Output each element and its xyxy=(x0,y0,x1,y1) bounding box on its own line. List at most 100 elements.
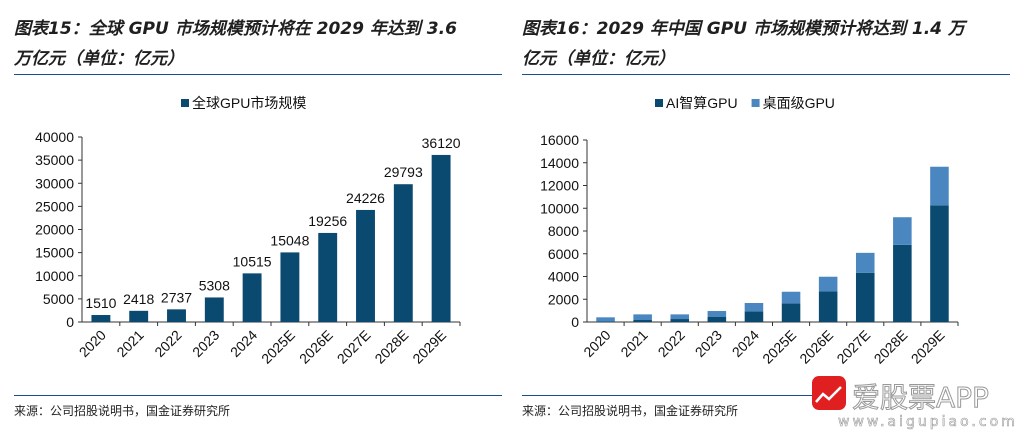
bar-desktop xyxy=(781,291,801,304)
left-source: 来源：公司招股说明书，国金证券研究所 xyxy=(14,404,231,418)
y-tick-label: 8000 xyxy=(548,223,579,239)
bar-desktop xyxy=(670,314,690,320)
data-label: 1510 xyxy=(85,295,116,311)
bar-main xyxy=(91,315,111,322)
bar-main xyxy=(930,205,949,322)
right-title-line1: 图表16：2029 年中国 GPU 市场规模预计将达到 1.4 万 xyxy=(522,19,965,39)
y-tick-label: 0 xyxy=(66,314,74,330)
y-tick-label: 14000 xyxy=(540,155,579,171)
watermark-brand: 爱股票APP xyxy=(852,381,990,415)
x-tick-label: 2024 xyxy=(227,327,260,360)
bar-main xyxy=(431,154,451,322)
x-tick-label: 2023 xyxy=(189,327,222,360)
bar-main xyxy=(744,311,764,322)
x-tick-label: 2028E xyxy=(871,327,911,367)
x-tick-label: 2025E xyxy=(258,327,298,367)
y-tick-label: 6000 xyxy=(548,246,579,262)
y-tick-label: 10000 xyxy=(35,268,74,284)
x-tick-label: 2020 xyxy=(76,327,109,360)
y-tick-label: 30000 xyxy=(35,175,74,191)
y-tick-label: 20000 xyxy=(35,222,74,238)
legend-swatch xyxy=(181,99,189,107)
bar-main xyxy=(356,209,375,322)
y-tick-label: 2000 xyxy=(548,291,579,307)
legend-swatch xyxy=(655,99,663,107)
y-tick-label: 12000 xyxy=(540,178,579,194)
bar-main xyxy=(280,252,300,322)
left-title-line2: 万亿元（单位：亿元） xyxy=(14,49,184,69)
left-footer-rule xyxy=(14,395,502,396)
x-tick-label: 2029E xyxy=(409,327,449,367)
bar-main xyxy=(707,316,727,322)
y-tick-label: 5000 xyxy=(43,291,74,307)
legend-label: AI智算GPU xyxy=(666,95,738,111)
bar-main xyxy=(242,273,262,322)
right-title-rule xyxy=(522,74,1010,75)
data-label: 15048 xyxy=(270,232,309,248)
bar-main xyxy=(596,321,615,322)
x-tick-label: 2026E xyxy=(296,327,336,367)
data-label: 2737 xyxy=(161,289,192,305)
right-footer-rule xyxy=(522,395,812,396)
bar-desktop xyxy=(818,276,838,292)
x-tick-label: 2022 xyxy=(151,327,184,360)
bar-main xyxy=(670,319,690,322)
right-title-line2: 亿元（单位：亿元） xyxy=(522,49,675,69)
bar-desktop xyxy=(707,311,727,317)
x-tick-label: 2021 xyxy=(113,327,146,360)
bar-main xyxy=(818,291,838,322)
bar-desktop xyxy=(893,217,912,245)
right-chart-title: 图表16：2029 年中国 GPU 市场规模预计将达到 1.4 万 亿元（单位：… xyxy=(522,14,1002,74)
left-chart-title: 图表15：全球 GPU 市场规模预计将在 2029 年达到 3.6 万亿元（单位… xyxy=(14,14,494,74)
bar-main xyxy=(893,244,912,322)
y-tick-label: 15000 xyxy=(35,245,74,261)
bar-main xyxy=(318,232,338,322)
x-tick-label: 2027E xyxy=(833,327,873,367)
x-tick-label: 2029E xyxy=(908,327,948,367)
x-tick-label: 2025E xyxy=(759,327,799,367)
data-label: 36120 xyxy=(422,135,461,151)
watermark-url: www.aigupiao.com xyxy=(838,414,1018,431)
left-title-rule xyxy=(14,74,502,75)
x-tick-label: 2027E xyxy=(334,327,374,367)
data-label: 24226 xyxy=(346,190,385,206)
data-label: 10515 xyxy=(233,253,272,269)
left-title-line1: 图表15：全球 GPU 市场规模预计将在 2029 年达到 3.6 xyxy=(14,19,457,39)
watermark-logo-icon xyxy=(812,376,846,410)
bar-desktop xyxy=(855,252,875,273)
x-tick-label: 2020 xyxy=(580,327,613,360)
data-label: 5308 xyxy=(199,277,230,293)
y-tick-label: 35000 xyxy=(35,152,74,168)
bar-main xyxy=(393,184,413,322)
bar-main xyxy=(781,303,801,322)
y-tick-label: 4000 xyxy=(548,269,579,285)
bar-main xyxy=(633,320,652,322)
x-tick-label: 2022 xyxy=(655,327,688,360)
x-tick-label: 2023 xyxy=(692,327,725,360)
bar-desktop xyxy=(596,317,615,322)
x-tick-label: 2028E xyxy=(371,327,411,367)
x-tick-label: 2021 xyxy=(617,327,650,360)
y-tick-label: 10000 xyxy=(540,200,579,216)
y-tick-label: 25000 xyxy=(35,198,74,214)
y-tick-label: 16000 xyxy=(540,132,579,148)
bar-main xyxy=(167,309,186,322)
bar-desktop xyxy=(930,166,949,206)
bar-desktop xyxy=(744,303,764,312)
legend-label: 全球GPU市场规模 xyxy=(192,95,306,111)
x-tick-label: 2024 xyxy=(729,327,762,360)
bar-main xyxy=(129,310,149,322)
y-tick-label: 0 xyxy=(571,314,579,330)
bar-main xyxy=(204,297,224,322)
data-label: 29793 xyxy=(384,164,423,180)
x-tick-label: 2026E xyxy=(796,327,836,367)
data-label: 2418 xyxy=(123,291,154,307)
bar-main xyxy=(855,272,875,322)
right-source: 来源：公司招股说明书，国金证券研究所 xyxy=(522,404,739,418)
legend-swatch xyxy=(751,99,760,107)
data-label: 19256 xyxy=(308,213,347,229)
legend-label: 桌面级GPU xyxy=(763,95,835,111)
y-tick-label: 40000 xyxy=(35,129,74,145)
bar-desktop xyxy=(633,314,652,321)
